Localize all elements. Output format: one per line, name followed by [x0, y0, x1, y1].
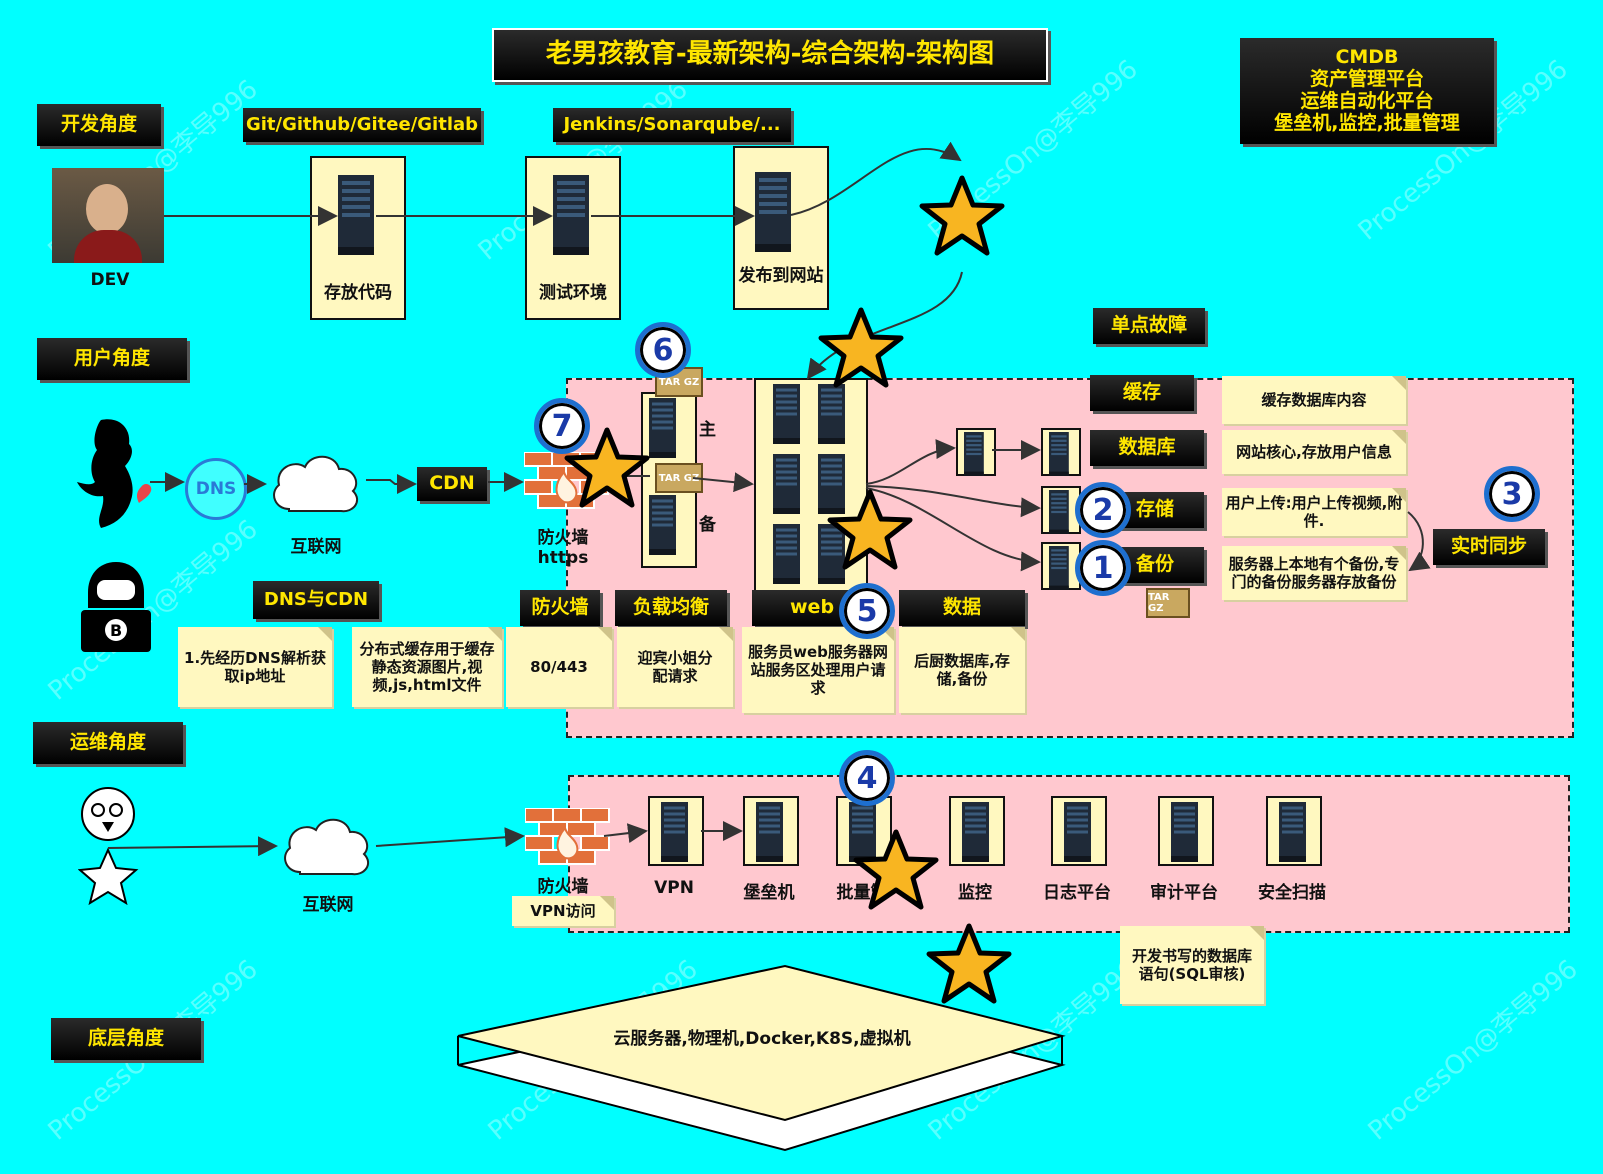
ops-perspective-label: 运维角度 — [33, 722, 183, 764]
vpn-access-note: VPN访问 — [512, 896, 614, 926]
marker-circle: 1 — [1075, 540, 1131, 596]
ops-firewall-icon — [525, 808, 610, 866]
firewall-section-label: 防火墙 — [520, 590, 600, 626]
db-note: 网站核心,存放用户信息 — [1222, 430, 1406, 474]
dev-label: DEV — [90, 270, 130, 290]
dns-icon: DNS — [185, 458, 247, 520]
hacker-icon: B — [77, 558, 151, 654]
jenkins-label: Jenkins/Sonarqube/... — [553, 108, 791, 142]
lb-backup-label: 备 — [699, 515, 716, 535]
marker-circle: 3 — [1484, 466, 1540, 522]
code-repo-label: 存放代码 — [324, 283, 392, 303]
ops-server-label: 日志平台 — [1043, 883, 1111, 903]
test-env-label: 测试环境 — [539, 283, 607, 303]
cdn-label: CDN — [417, 467, 487, 501]
ops-person-icon — [78, 786, 139, 906]
cdn-note: 分布式缓存用于缓存静态资源图片,视频,js,html文件 — [352, 627, 502, 707]
lb-section-label: 负载均衡 — [615, 590, 727, 626]
marker-circle: 4 — [839, 750, 895, 806]
lb-master-label: 主 — [699, 420, 716, 440]
cmdb-line: 运维自动化平台 — [1300, 90, 1434, 112]
internet-cloud-icon — [267, 447, 367, 519]
marker-circle: 5 — [839, 583, 895, 639]
ops-server-label: 堡垒机 — [743, 883, 795, 903]
data-section-label: 数据 — [899, 590, 1025, 626]
publish-label: 发布到网站 — [738, 266, 824, 286]
git-label: Git/Github/Gitee/Gitlab — [243, 108, 481, 142]
ops-server-label: 监控 — [958, 883, 992, 903]
cmdb-line: CMDB — [1335, 46, 1399, 69]
dns-note: 1.先经历DNS解析获取ip地址 — [178, 627, 332, 707]
marker-circle: 7 — [534, 398, 590, 454]
cmdb-box: CMDB 资产管理平台 运维自动化平台 堡垒机,监控,批量管理 — [1240, 38, 1494, 144]
user-perspective-label: 用户角度 — [37, 338, 187, 380]
woman-user-icon — [63, 415, 153, 528]
ops-server-label: 审计平台 — [1150, 883, 1218, 903]
realtime-sync-label: 实时同步 — [1433, 529, 1545, 565]
firewall-port-note: 80/443 — [506, 627, 612, 707]
ops-server-label: 安全扫描 — [1258, 883, 1326, 903]
database-label: 数据库 — [1090, 430, 1204, 466]
dev-photo — [52, 168, 164, 263]
marker-circle: 2 — [1075, 482, 1131, 538]
cache-note: 缓存数据库内容 — [1222, 376, 1406, 424]
page-title: 老男孩教育-最新架构-综合架构-架构图 — [492, 28, 1048, 82]
internet-label: 互联网 — [290, 537, 342, 557]
backup-note: 服务器上本地有个备份,专门的备份服务器存放备份 — [1222, 546, 1406, 600]
base-platform-label: 云服务器,物理机,Docker,K8S,虚拟机 — [613, 1029, 911, 1049]
ops-firewall-label: 防火墙 — [537, 877, 589, 897]
ops-internet-label: 互联网 — [302, 895, 354, 915]
cache-label: 缓存 — [1090, 375, 1194, 411]
cmdb-line: 资产管理平台 — [1309, 68, 1424, 91]
data-note: 后厨数据库,存储,备份 — [899, 627, 1025, 713]
base-perspective-label: 底层角度 — [51, 1018, 201, 1060]
cmdb-line: 堡垒机,监控,批量管理 — [1274, 111, 1460, 134]
ops-internet-cloud-icon — [278, 812, 378, 882]
single-point-label: 单点故障 — [1093, 308, 1205, 344]
dns-cdn-label: DNS与CDN — [253, 581, 379, 619]
firewall-https-label: 防火墙 https — [537, 528, 589, 569]
tar-archive-icon: TAR GZ — [1146, 588, 1190, 618]
web-note: 服务员web服务器网站服务区处理用户请求 — [742, 627, 894, 713]
marker-circle: 6 — [635, 322, 691, 378]
lb-note: 迎宾小姐分配请求 — [617, 627, 733, 707]
ops-server-label: VPN — [654, 878, 694, 898]
sql-audit-note: 开发书写的数据库语句(SQL审核) — [1120, 926, 1264, 1004]
svg-text:B: B — [110, 621, 122, 640]
dev-perspective-label: 开发角度 — [37, 104, 161, 146]
upload-note: 用户上传:用户上传视频,附件. — [1222, 488, 1406, 536]
